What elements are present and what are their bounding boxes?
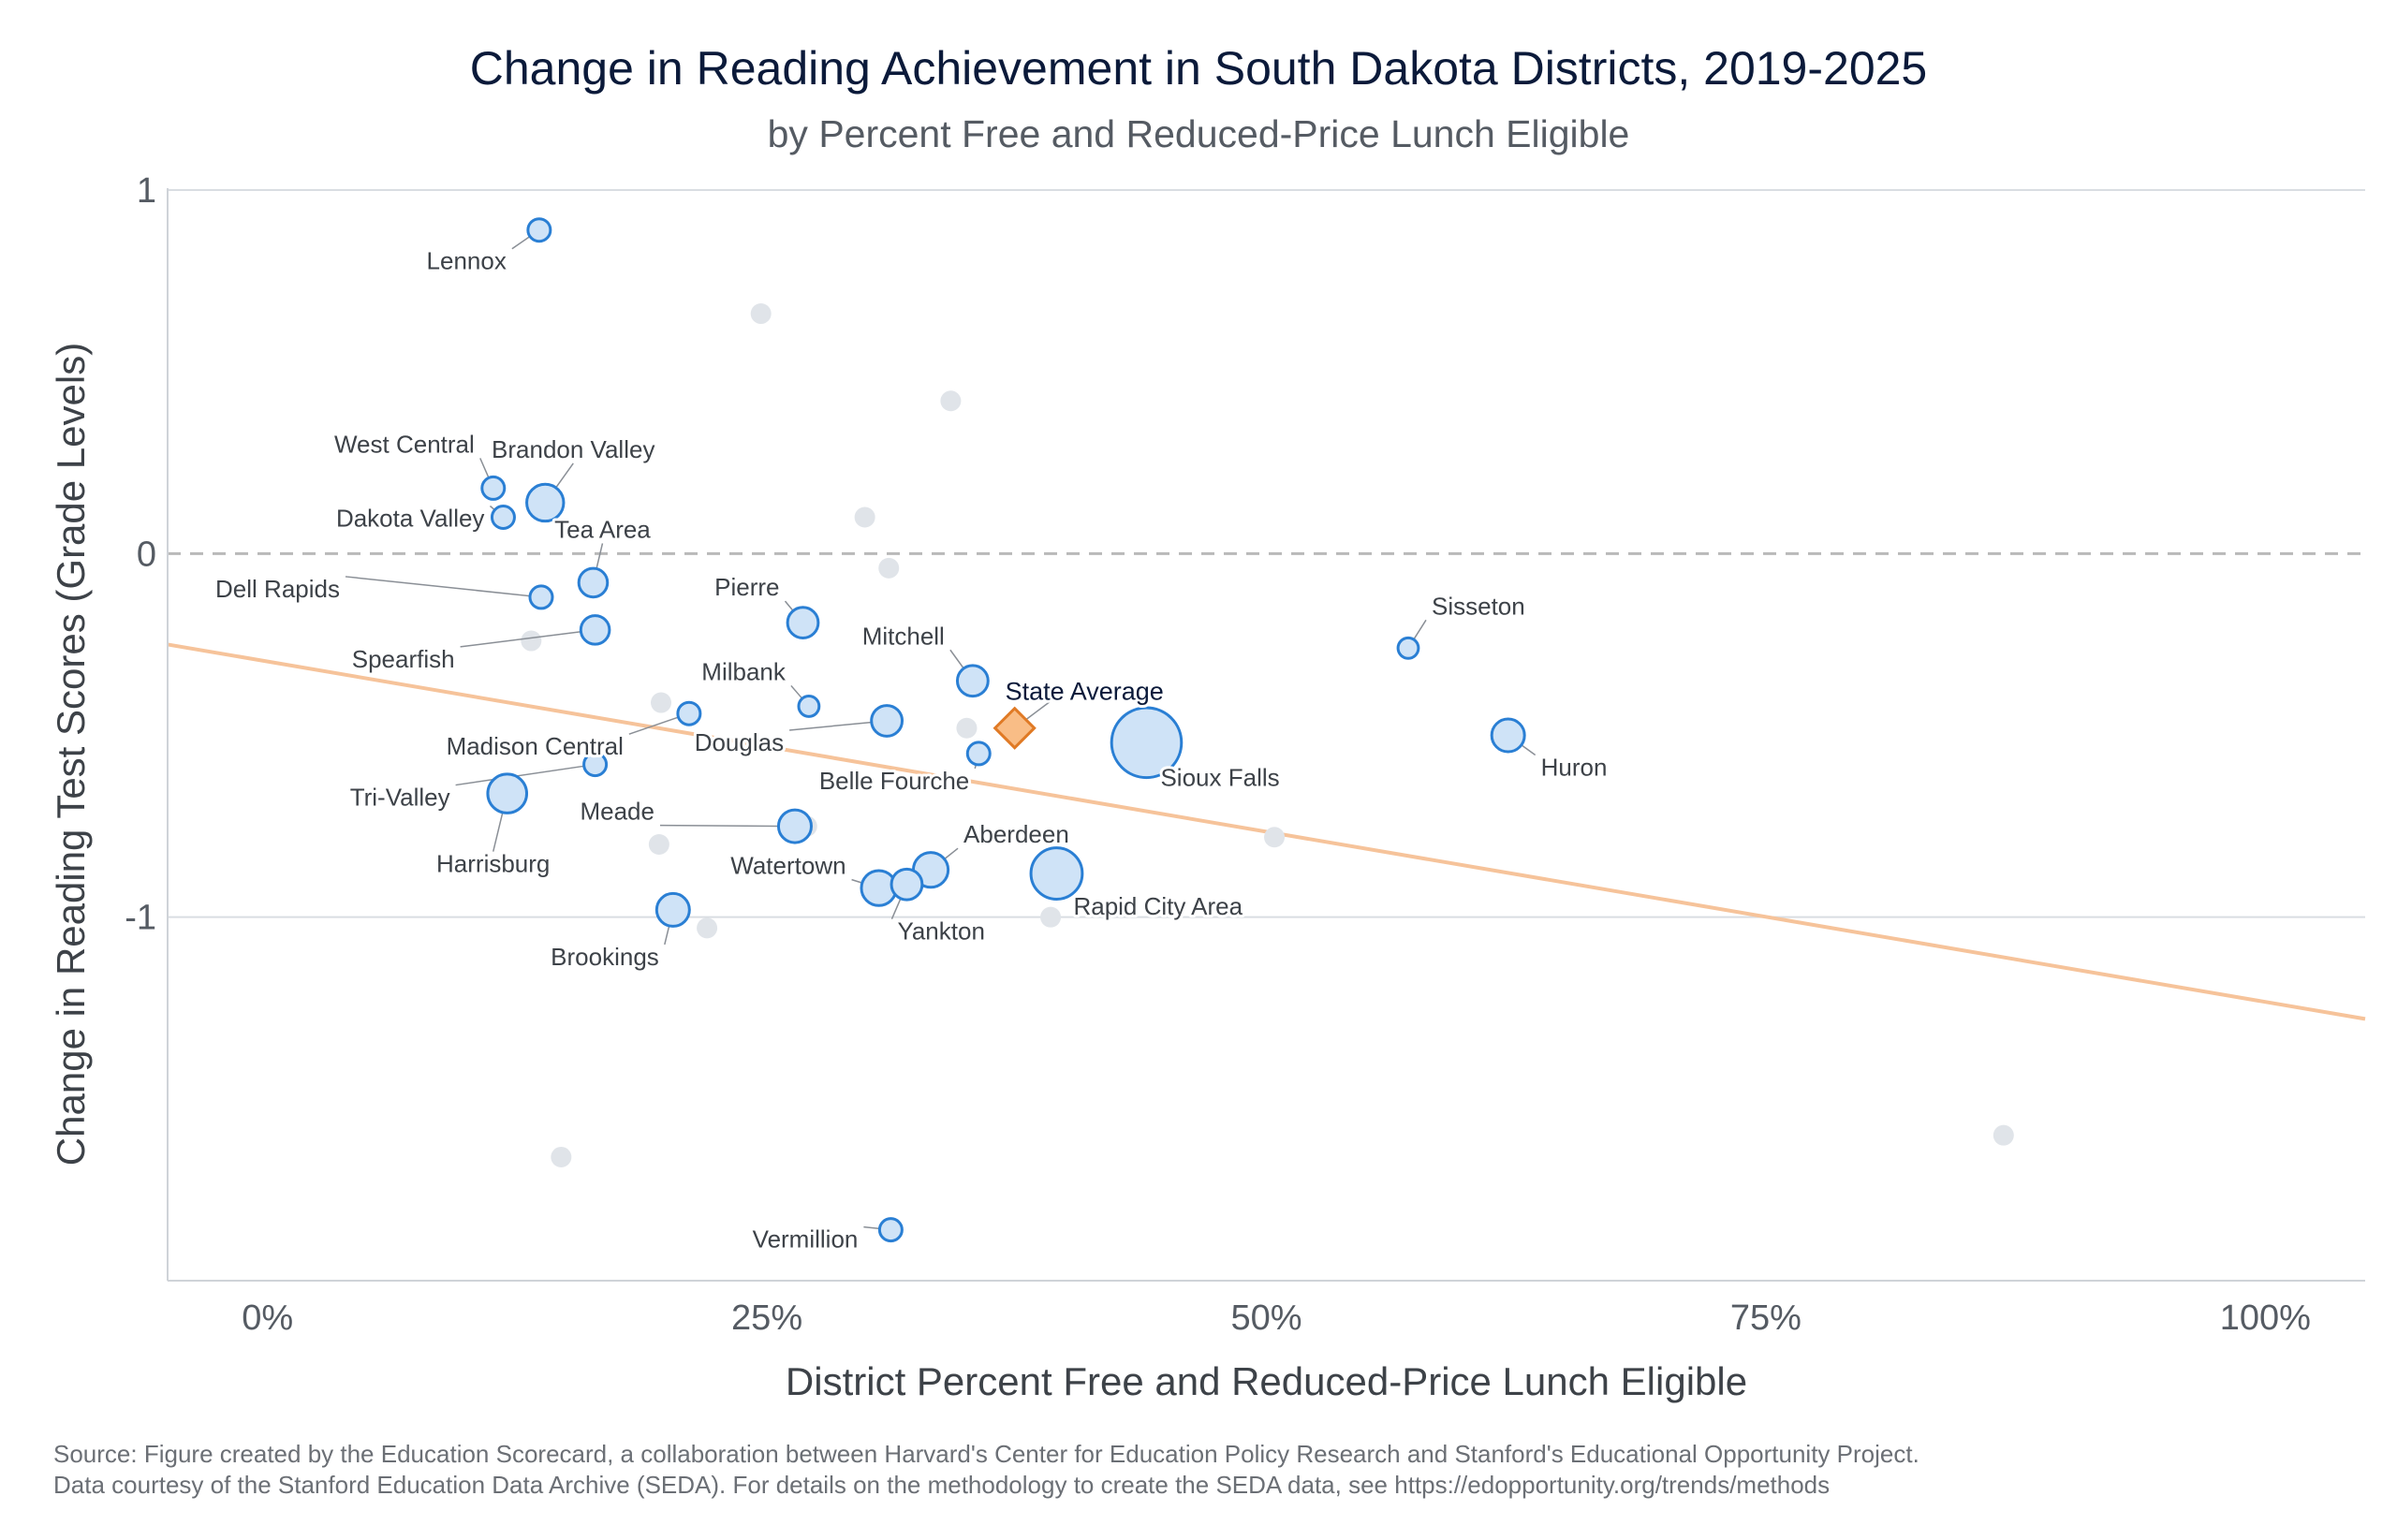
district-label: Dakota Valley — [336, 505, 485, 533]
district-point — [955, 664, 990, 698]
labeled-districts-layer — [480, 217, 1526, 1243]
x-tick-label: 0% — [242, 1298, 293, 1338]
x-tick-label: 25% — [731, 1298, 802, 1338]
district-point — [797, 695, 821, 718]
district-point — [528, 584, 554, 610]
other-district-point — [750, 303, 772, 325]
leader-line — [345, 576, 542, 598]
district-label: Pierre — [714, 573, 779, 601]
chart-title: Change in Reading Achievement in South D… — [469, 42, 1928, 95]
x-tick-label: 75% — [1730, 1298, 1801, 1338]
district-label: Mitchell — [862, 622, 945, 650]
district-labels-layer: Lennox West Central Brandon Valley Dakota V… — [213, 244, 1610, 1256]
leader-line — [455, 763, 596, 786]
district-point — [525, 482, 566, 523]
x-tick-label: 50% — [1230, 1298, 1301, 1338]
district-label: Belle Fourche — [819, 767, 969, 795]
district-label: Douglas — [695, 728, 784, 756]
other-district-point — [651, 692, 672, 713]
other-district-point — [854, 506, 875, 528]
source-line: Data courtesy of the Stanford Education … — [53, 1471, 1831, 1499]
grid-layer — [168, 189, 2365, 918]
district-label: Rapid City Area — [1073, 892, 1243, 920]
district-label: Sisseton — [1432, 592, 1525, 620]
district-point — [1029, 846, 1084, 901]
other-districts-layer — [521, 303, 2014, 1167]
district-label: Meade — [580, 798, 654, 826]
axis-layer: 0% 25% 50% 75% 100% 1 0 -1 District Percent Free… — [49, 171, 2365, 1403]
district-point — [890, 867, 924, 902]
district-point — [776, 808, 813, 844]
district-point — [526, 217, 552, 243]
district-point — [786, 606, 820, 640]
other-district-point — [521, 630, 542, 652]
other-district-point — [697, 917, 718, 939]
district-label: Harrisburg — [436, 850, 550, 878]
district-point — [676, 700, 702, 726]
state-average-label: State Average — [1006, 678, 1164, 706]
district-label: Tri-Valley — [350, 784, 450, 812]
district-label: Watertown — [730, 852, 846, 880]
district-point — [579, 614, 611, 646]
district-point — [577, 566, 610, 599]
district-label: Yankton — [897, 917, 984, 946]
district-label: Sioux Falls — [1160, 763, 1279, 791]
district-point — [1490, 717, 1526, 754]
other-district-point — [1040, 906, 1062, 928]
district-label: Vermillion — [753, 1225, 859, 1254]
district-label: Aberdeen — [963, 820, 1069, 848]
other-district-point — [1993, 1124, 2014, 1146]
y-tick-label: 1 — [137, 171, 156, 211]
district-label: Dell Rapids — [215, 575, 340, 603]
y-tick-label: 0 — [137, 535, 156, 574]
district-label: Brandon Valley — [492, 435, 654, 463]
other-district-point — [940, 390, 962, 412]
district-point — [870, 704, 904, 738]
other-district-point — [648, 834, 669, 855]
district-point — [1110, 706, 1184, 780]
district-label: West Central — [334, 430, 475, 458]
other-district-point — [551, 1146, 572, 1167]
other-district-point — [878, 557, 900, 579]
district-label: Tea Area — [554, 515, 651, 543]
district-point — [965, 741, 992, 767]
other-district-point — [956, 717, 978, 739]
district-label: Lennox — [427, 247, 507, 275]
district-point — [582, 752, 609, 778]
district-point — [877, 1217, 904, 1243]
district-label: Milbank — [701, 657, 787, 685]
source-line: Source: Figure created by the Education … — [53, 1440, 1919, 1468]
district-point — [490, 505, 516, 530]
state-average-point — [993, 706, 1037, 750]
district-label: Huron — [1541, 754, 1608, 782]
other-district-point — [1264, 827, 1286, 848]
x-tick-label: 100% — [2220, 1298, 2311, 1338]
leader-lines-layer — [345, 229, 1537, 1231]
chart-subtitle: by Percent Free and Reduced-Price Lunch … — [767, 112, 1630, 155]
district-label: Madison Central — [447, 732, 624, 760]
y-axis-title: Change in Reading Test Scores (Grade Lev… — [49, 343, 93, 1166]
district-point — [1396, 636, 1420, 660]
district-label: Spearfish — [352, 645, 455, 673]
district-label: Brookings — [551, 943, 659, 971]
leader-line — [460, 629, 596, 648]
district-point — [480, 475, 507, 501]
district-point — [486, 772, 529, 814]
source-note: Source: Figure created by the Education … — [53, 1439, 1919, 1501]
leader-line — [659, 824, 795, 828]
y-tick-label: -1 — [125, 899, 156, 938]
x-axis-title: District Percent Free and Reduced-Price … — [786, 1359, 1747, 1403]
district-point — [654, 891, 691, 928]
